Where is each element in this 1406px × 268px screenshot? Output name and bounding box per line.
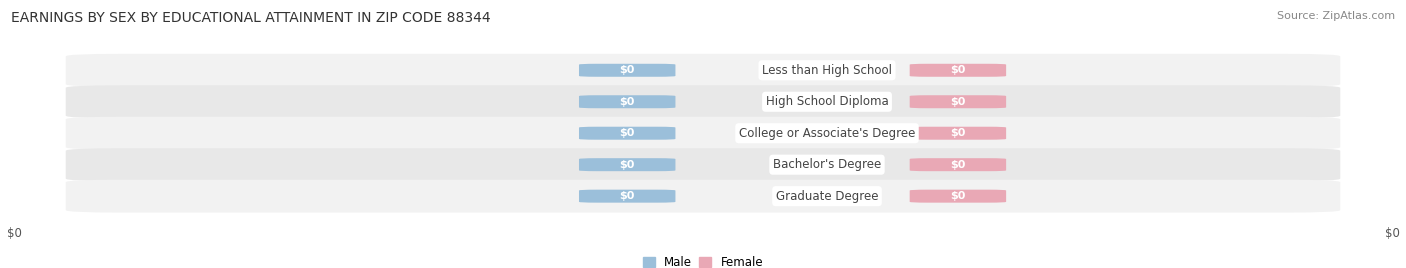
- Text: $0: $0: [950, 97, 966, 107]
- FancyBboxPatch shape: [910, 95, 1007, 108]
- Text: $0: $0: [950, 65, 966, 75]
- FancyBboxPatch shape: [910, 190, 1007, 203]
- Text: $0: $0: [950, 191, 966, 201]
- Text: Graduate Degree: Graduate Degree: [776, 190, 879, 203]
- FancyBboxPatch shape: [910, 158, 1007, 171]
- Text: $0: $0: [950, 128, 966, 138]
- Text: High School Diploma: High School Diploma: [766, 95, 889, 108]
- FancyBboxPatch shape: [66, 148, 1340, 181]
- Text: Bachelor's Degree: Bachelor's Degree: [773, 158, 882, 171]
- Text: $0: $0: [620, 160, 636, 170]
- Text: Less than High School: Less than High School: [762, 64, 891, 77]
- FancyBboxPatch shape: [910, 127, 1007, 140]
- FancyBboxPatch shape: [66, 54, 1340, 87]
- FancyBboxPatch shape: [579, 127, 675, 140]
- FancyBboxPatch shape: [579, 190, 675, 203]
- Text: $0: $0: [620, 65, 636, 75]
- FancyBboxPatch shape: [66, 180, 1340, 213]
- Text: $0: $0: [620, 191, 636, 201]
- Text: College or Associate's Degree: College or Associate's Degree: [738, 127, 915, 140]
- Text: Source: ZipAtlas.com: Source: ZipAtlas.com: [1277, 11, 1395, 21]
- Text: EARNINGS BY SEX BY EDUCATIONAL ATTAINMENT IN ZIP CODE 88344: EARNINGS BY SEX BY EDUCATIONAL ATTAINMEN…: [11, 11, 491, 25]
- FancyBboxPatch shape: [579, 64, 675, 77]
- FancyBboxPatch shape: [579, 158, 675, 171]
- Text: $0: $0: [950, 160, 966, 170]
- FancyBboxPatch shape: [66, 117, 1340, 150]
- FancyBboxPatch shape: [910, 64, 1007, 77]
- Legend: Male, Female: Male, Female: [643, 256, 763, 268]
- Text: $0: $0: [620, 128, 636, 138]
- Text: $0: $0: [620, 97, 636, 107]
- FancyBboxPatch shape: [66, 85, 1340, 118]
- FancyBboxPatch shape: [579, 95, 675, 108]
